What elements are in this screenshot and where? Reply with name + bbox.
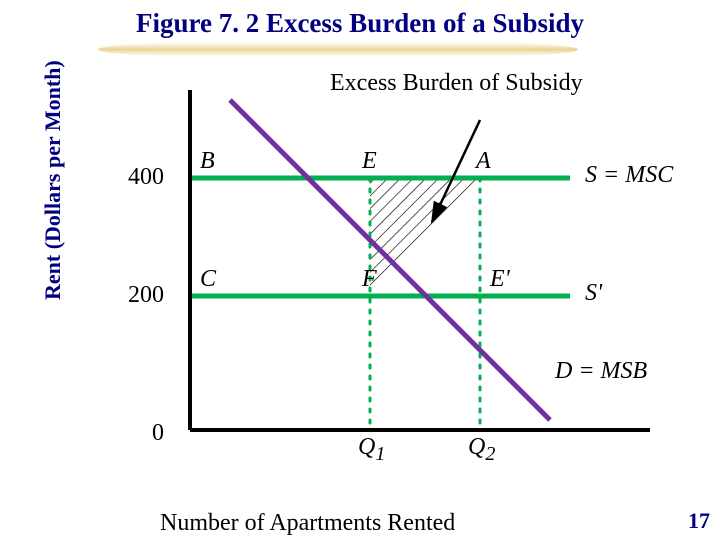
- y-axis-label: Rent (Dollars per Month): [40, 60, 66, 300]
- point-B: B: [200, 148, 215, 175]
- ytick-200: 200: [112, 282, 164, 309]
- figure-title: Figure 7. 2 Excess Burden of a Subsidy: [0, 8, 720, 39]
- point-F: F: [362, 266, 377, 293]
- plot-svg: [170, 90, 650, 450]
- label-D: D = MSB: [555, 358, 647, 385]
- xtick-Q1: Q1: [358, 434, 385, 466]
- point-C: C: [200, 266, 216, 293]
- label-Sp: S': [585, 280, 602, 307]
- ytick-0: 0: [142, 420, 164, 447]
- point-E: E: [362, 148, 377, 175]
- ytick-400: 400: [112, 164, 164, 191]
- title-underline: [98, 42, 578, 57]
- label-S: S = MSC: [585, 162, 673, 189]
- point-Ep: E': [490, 266, 510, 293]
- point-A: A: [476, 148, 491, 175]
- chart-area: Rent (Dollars per Month) Excess Burden o…: [40, 70, 680, 500]
- xtick-Q2: Q2: [468, 434, 495, 466]
- plot-region: 400 200 0 B E A C F E' S = MSC S' D = MS…: [170, 90, 650, 470]
- page-number: 17: [688, 508, 710, 534]
- x-axis-label: Number of Apartments Rented: [160, 510, 455, 537]
